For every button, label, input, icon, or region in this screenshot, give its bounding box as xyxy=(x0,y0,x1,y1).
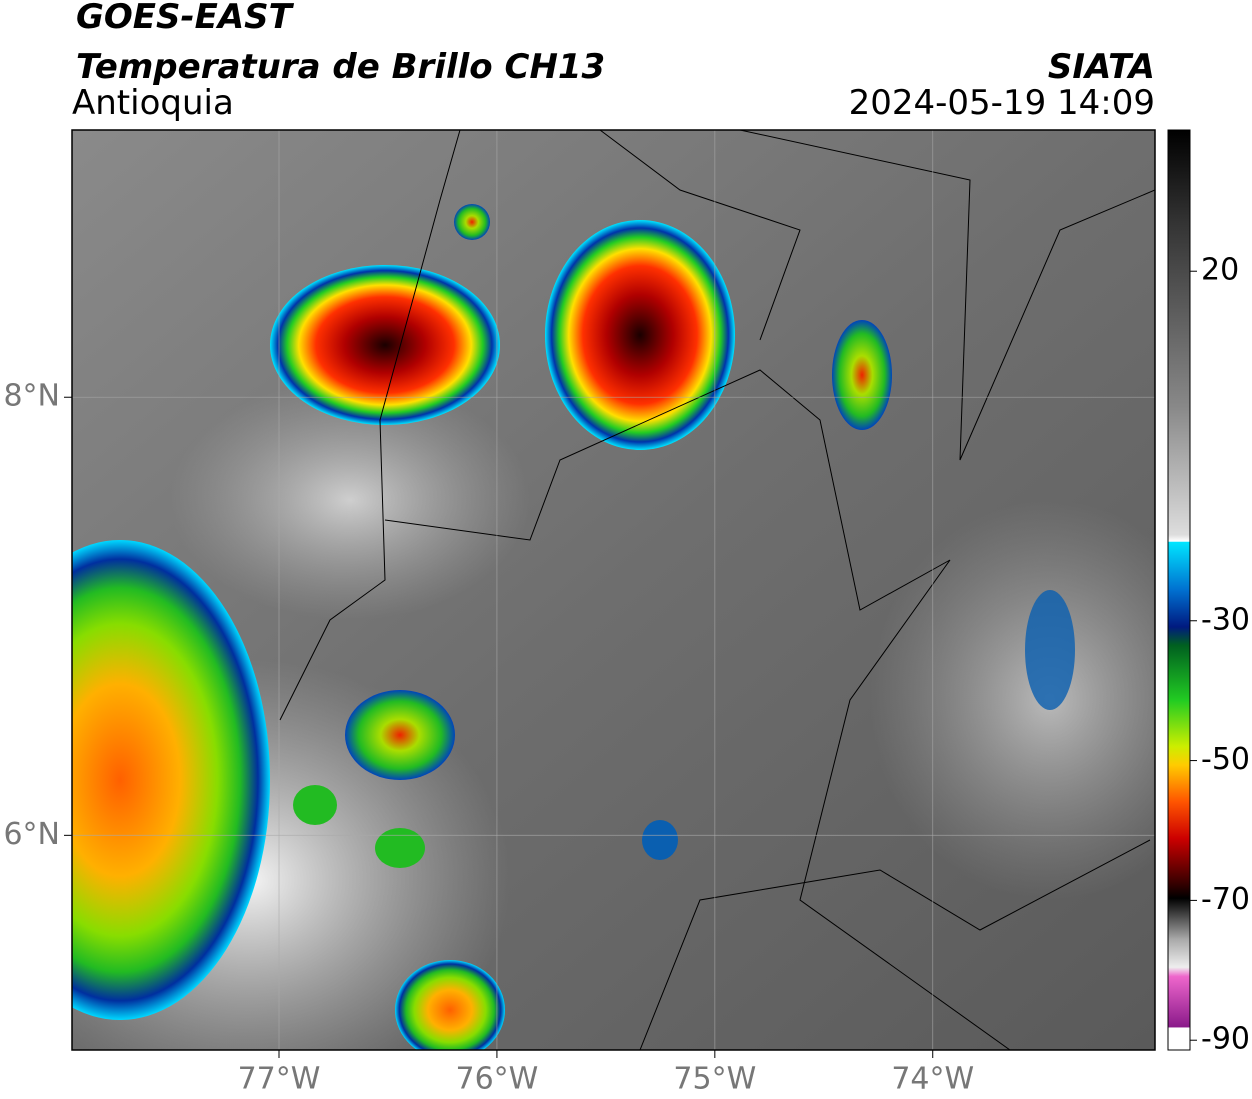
x-tick-label: 75°W xyxy=(673,1062,756,1097)
source: SIATA xyxy=(1048,47,1155,87)
colorbar-tick-label: -90 xyxy=(1201,1022,1250,1057)
colorbar-tick-label: 20 xyxy=(1201,253,1239,288)
product: Temperatura de Brillo CH13 xyxy=(76,47,605,87)
grid xyxy=(72,130,1155,1050)
y-tick-label: 8°N xyxy=(3,379,60,414)
x-tick-label: 77°W xyxy=(238,1062,321,1097)
x-tick-label: 76°W xyxy=(455,1062,538,1097)
y-tick-label: 6°N xyxy=(3,817,60,852)
x-tick-label: 74°W xyxy=(891,1062,974,1097)
colorbar-tick-label: -50 xyxy=(1201,742,1250,777)
title: GOES-EAST xyxy=(76,0,295,37)
map-frame xyxy=(71,129,1156,1051)
imagery xyxy=(72,130,1155,1050)
datetime: 2024-05-19 14:09 xyxy=(849,83,1155,123)
colorbar-tick-label: -30 xyxy=(1201,602,1250,637)
colorbar xyxy=(1167,129,1191,1051)
region: Antioquia xyxy=(72,83,234,123)
colorbar-tick-label: -70 xyxy=(1201,882,1250,917)
